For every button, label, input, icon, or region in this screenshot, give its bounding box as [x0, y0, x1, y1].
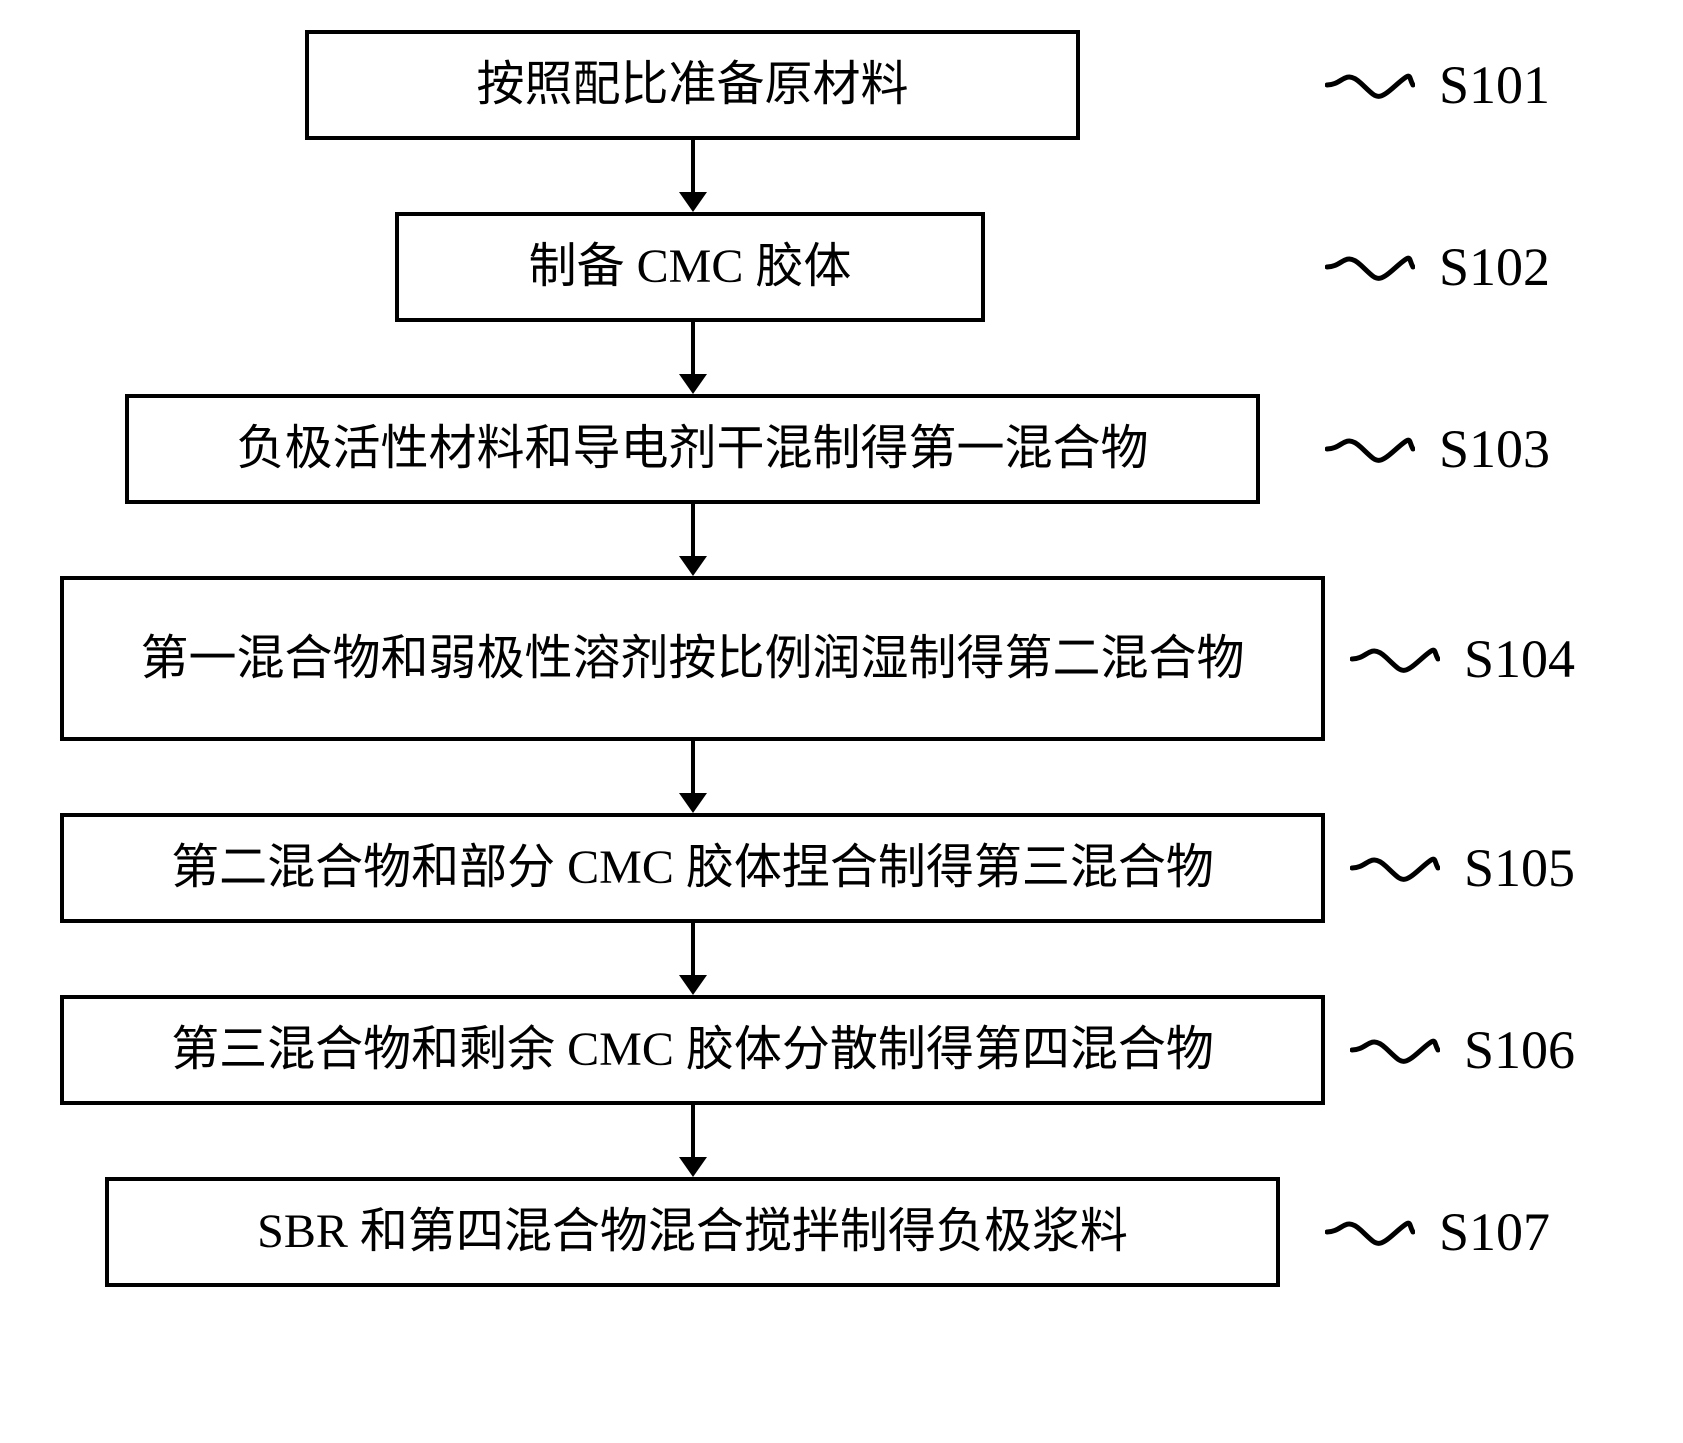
flow-step-box: 第一混合物和弱极性溶剂按比例润湿制得第二混合物	[60, 576, 1325, 741]
arrow-down-icon	[673, 322, 713, 394]
flowchart-container: 按照配比准备原材料 S101 制备 CMC 胶体 S102 负极活性材料和导电剂干混制得…	[60, 30, 1620, 1287]
arrow-container	[673, 923, 713, 995]
flow-step-text: 制备 CMC 胶体	[529, 233, 852, 300]
flow-step-row: SBR 和第四混合物混合搅拌制得负极浆料 S107	[60, 1177, 1620, 1287]
flow-step-text: 第三混合物和剩余 CMC 胶体分散制得第四混合物	[171, 1016, 1214, 1083]
connector-squiggle-icon	[1325, 1212, 1415, 1252]
flow-step-row: 第一混合物和弱极性溶剂按比例润湿制得第二混合物 S104	[60, 576, 1620, 741]
flow-step-box: 负极活性材料和导电剂干混制得第一混合物	[125, 394, 1260, 504]
step-connector: S106	[1350, 1019, 1575, 1081]
arrow-container	[673, 140, 713, 212]
flow-step-text: 第二混合物和部分 CMC 胶体捏合制得第三混合物	[171, 834, 1214, 901]
connector-squiggle-icon	[1350, 1030, 1440, 1070]
arrow-container	[673, 741, 713, 813]
flow-step-row: 按照配比准备原材料 S101	[60, 30, 1620, 140]
step-connector: S107	[1325, 1201, 1550, 1263]
flow-step-box: 制备 CMC 胶体	[395, 212, 985, 322]
step-connector: S104	[1350, 628, 1575, 690]
step-id-label: S104	[1464, 628, 1575, 690]
arrow-down-icon	[673, 923, 713, 995]
connector-squiggle-icon	[1325, 429, 1415, 469]
step-id-label: S103	[1439, 418, 1550, 480]
arrow-down-icon	[673, 1105, 713, 1177]
step-id-label: S106	[1464, 1019, 1575, 1081]
arrow-container	[673, 322, 713, 394]
step-connector: S105	[1350, 837, 1575, 899]
connector-squiggle-icon	[1325, 247, 1415, 287]
flow-step-box: SBR 和第四混合物混合搅拌制得负极浆料	[105, 1177, 1280, 1287]
flow-step-row: 制备 CMC 胶体 S102	[60, 212, 1620, 322]
arrow-down-icon	[673, 741, 713, 813]
arrow-down-icon	[673, 140, 713, 212]
flow-step-box: 第二混合物和部分 CMC 胶体捏合制得第三混合物	[60, 813, 1325, 923]
step-id-label: S102	[1439, 236, 1550, 298]
flow-step-box: 第三混合物和剩余 CMC 胶体分散制得第四混合物	[60, 995, 1325, 1105]
flow-step-text: 按照配比准备原材料	[476, 51, 908, 118]
connector-squiggle-icon	[1350, 848, 1440, 888]
step-id-label: S101	[1439, 54, 1550, 116]
flow-step-row: 第三混合物和剩余 CMC 胶体分散制得第四混合物 S106	[60, 995, 1620, 1105]
step-id-label: S105	[1464, 837, 1575, 899]
flow-step-text: 第一混合物和弱极性溶剂按比例润湿制得第二混合物	[140, 625, 1244, 692]
arrow-container	[673, 504, 713, 576]
connector-squiggle-icon	[1325, 65, 1415, 105]
flow-step-box: 按照配比准备原材料	[305, 30, 1080, 140]
arrow-container	[673, 1105, 713, 1177]
arrow-down-icon	[673, 504, 713, 576]
connector-squiggle-icon	[1350, 639, 1440, 679]
step-connector: S103	[1325, 418, 1550, 480]
step-connector: S101	[1325, 54, 1550, 116]
flow-step-row: 第二混合物和部分 CMC 胶体捏合制得第三混合物 S105	[60, 813, 1620, 923]
step-connector: S102	[1325, 236, 1550, 298]
flow-step-text: SBR 和第四混合物混合搅拌制得负极浆料	[257, 1198, 1128, 1265]
flow-step-row: 负极活性材料和导电剂干混制得第一混合物 S103	[60, 394, 1620, 504]
flow-step-text: 负极活性材料和导电剂干混制得第一混合物	[236, 415, 1148, 482]
step-id-label: S107	[1439, 1201, 1550, 1263]
